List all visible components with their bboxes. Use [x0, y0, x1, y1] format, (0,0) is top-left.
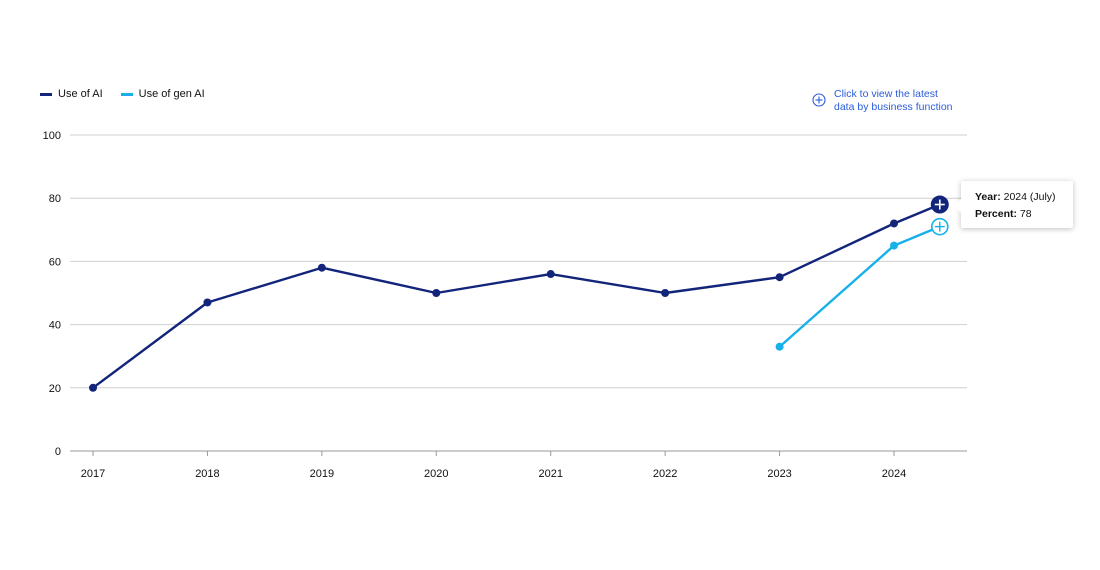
x-tick-label: 2024	[882, 468, 906, 480]
legend-label-use-of-ai: Use of AI	[58, 88, 103, 100]
tooltip-percent-row: Percent: 78	[975, 206, 1073, 223]
grid-layer	[70, 134, 967, 452]
series-layer	[89, 195, 949, 392]
tooltip-percent-label: Percent:	[975, 208, 1018, 220]
x-tick-label: 2022	[653, 468, 677, 480]
data-point-use-of-ai-2023[interactable]	[775, 273, 784, 282]
data-point-use-of-ai-2018[interactable]	[203, 298, 212, 307]
data-point-use-of-ai-2022[interactable]	[661, 289, 670, 297]
x-tick-label: 2021	[538, 468, 562, 480]
y-tick-label: 80	[49, 193, 61, 205]
data-point-use-of-ai-2019[interactable]	[317, 263, 326, 272]
tooltip-percent-value: 78	[1017, 208, 1032, 220]
data-point-use-of-ai-2020[interactable]	[432, 289, 441, 297]
x-tick-label: 2023	[767, 468, 791, 480]
data-point-use-of-gen-ai-2023[interactable]	[775, 342, 784, 351]
data-point-use-of-ai-2017[interactable]	[89, 383, 97, 392]
highlight-point-use-of-ai[interactable]	[930, 195, 949, 214]
legend: Use of AI Use of gen AI	[40, 88, 205, 100]
hint-line-2: data by business function	[834, 101, 953, 113]
legend-item-use-of-ai[interactable]: Use of AI	[40, 88, 103, 100]
data-point-use-of-ai-2021[interactable]	[546, 270, 555, 279]
series-line-use-of-ai	[92, 203, 941, 389]
data-point-use-of-gen-ai-2024[interactable]	[890, 241, 899, 250]
y-tick-label: 0	[55, 446, 61, 458]
y-tick-label: 60	[49, 256, 61, 268]
x-tick-label: 2019	[310, 468, 334, 480]
legend-item-use-of-gen-ai[interactable]: Use of gen AI	[120, 88, 205, 100]
tooltip-year-value: 2024 (July)	[1000, 191, 1056, 203]
legend-swatch-use-of-gen-ai	[120, 92, 133, 96]
highlight-point-use-of-gen-ai[interactable]	[930, 217, 949, 236]
data-tooltip: Year: 2024 (July) Percent: 78	[954, 181, 1073, 228]
y-tick-label: 100	[43, 130, 61, 142]
legend-swatch-use-of-ai	[40, 92, 52, 96]
legend-label-use-of-gen-ai: Use of gen AI	[138, 88, 205, 100]
y-tick-label: 20	[49, 383, 61, 395]
plus-circle-icon	[812, 93, 826, 107]
x-tick-label: 2017	[81, 468, 105, 480]
tooltip-year-label: Year:	[975, 191, 1001, 203]
view-latest-data-link[interactable]: Click to view the latest data by busines…	[812, 88, 953, 114]
y-tick-label: 40	[49, 320, 61, 332]
tooltip-year-row: Year: 2024 (July)	[975, 189, 1073, 206]
axis-layer: 0 20 40 60 80 100 2017 2018 2019 2020 2021 2022 2023…	[43, 130, 907, 480]
x-tick-label: 2018	[195, 468, 219, 480]
x-tick-label: 2020	[424, 468, 448, 480]
hint-line-1: Click to view the latest	[834, 88, 938, 100]
series-line-use-of-gen-ai	[778, 225, 941, 348]
data-point-use-of-ai-2024[interactable]	[890, 219, 899, 228]
